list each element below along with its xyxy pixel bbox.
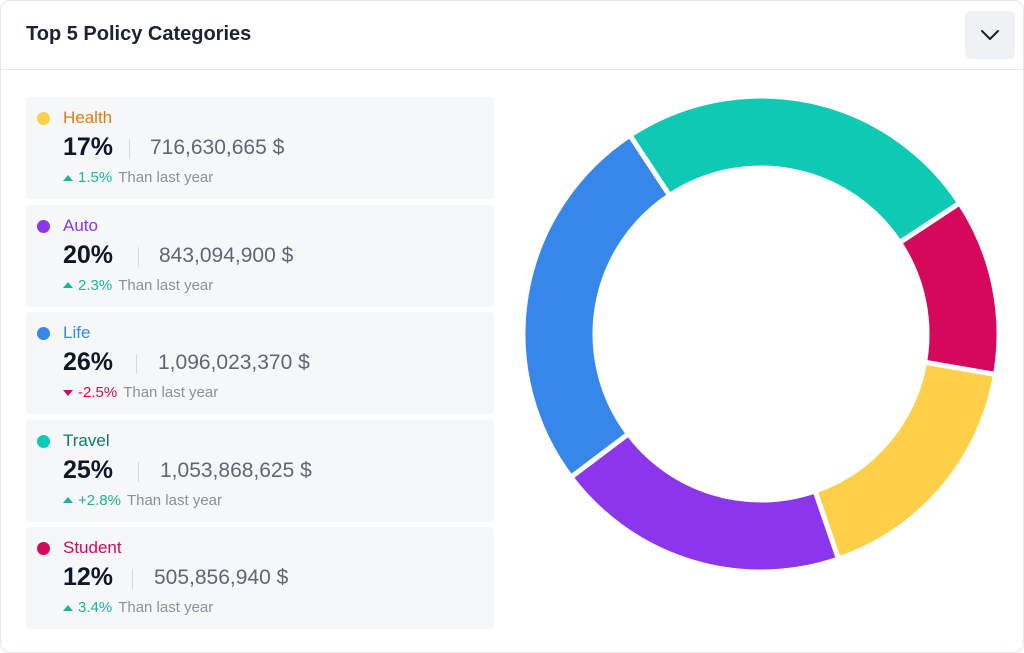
trend-delta: 3.4% bbox=[78, 599, 113, 616]
divider bbox=[136, 354, 137, 374]
trend-row: -2.5% Than last year bbox=[63, 384, 218, 401]
trend-suffix: Than last year bbox=[123, 384, 219, 401]
category-name: Health bbox=[63, 108, 113, 127]
card-title: Top 5 Policy Categories bbox=[26, 23, 252, 45]
category-amount: 1,096,023,370 $ bbox=[158, 351, 310, 374]
trend-suffix: Than last year bbox=[118, 599, 214, 616]
donut-slice-travel[interactable] bbox=[626, 93, 964, 247]
trend-delta: 2.3% bbox=[78, 276, 113, 294]
category-name: Student bbox=[63, 538, 122, 557]
trend-up-icon bbox=[63, 174, 73, 181]
category-item-auto: Auto 20% 843,094,900 $ 2.3% Than last ye… bbox=[26, 204, 494, 307]
donut-slice-life[interactable] bbox=[520, 131, 674, 481]
trend-suffix: Than last year bbox=[118, 276, 214, 294]
trend-down-icon bbox=[63, 389, 73, 396]
category-item-health: Health 17% 716,630,665 $ 1.5% Than last … bbox=[26, 97, 494, 199]
category-item-student: Student 12% 505,856,940 $ 3.4% Than last… bbox=[26, 527, 494, 629]
category-name: Travel bbox=[63, 430, 110, 450]
trend-delta: -2.5% bbox=[78, 384, 118, 401]
donut-chart bbox=[520, 93, 1002, 575]
category-name: Life bbox=[63, 323, 91, 342]
trend-up-icon bbox=[63, 497, 73, 503]
divider bbox=[138, 246, 139, 267]
trend-delta: 1.5% bbox=[78, 169, 113, 186]
trend-suffix: Than last year bbox=[126, 491, 222, 509]
trend-row: +2.8% Than last year bbox=[63, 492, 222, 509]
category-amount: 505,856,940 $ bbox=[154, 566, 289, 589]
collapse-toggle-button[interactable] bbox=[965, 11, 1015, 59]
trend-row: 1.5% Than last year bbox=[63, 169, 213, 186]
chevron-down-icon bbox=[981, 30, 999, 40]
trend-up-icon bbox=[63, 604, 73, 611]
category-amount: 716,630,665 $ bbox=[150, 136, 285, 159]
donut-slice-auto[interactable] bbox=[567, 430, 842, 575]
travel-color-dot bbox=[37, 434, 50, 448]
divider bbox=[129, 139, 130, 159]
divider bbox=[138, 461, 139, 482]
category-percent: 20% bbox=[63, 240, 114, 269]
category-percent: 12% bbox=[63, 563, 114, 591]
category-percent: 26% bbox=[63, 348, 114, 376]
category-list: Health 17% 716,630,665 $ 1.5% Than last … bbox=[26, 97, 494, 635]
trend-row: 2.3% Than last year bbox=[63, 277, 213, 294]
life-color-dot bbox=[37, 327, 50, 340]
category-percent: 17% bbox=[63, 133, 114, 161]
card-header: Top 5 Policy Categories bbox=[1, 1, 1023, 70]
divider bbox=[132, 569, 133, 589]
trend-up-icon bbox=[63, 282, 73, 288]
health-color-dot bbox=[37, 112, 50, 125]
category-name: Auto bbox=[63, 215, 98, 235]
trend-suffix: Than last year bbox=[118, 169, 214, 186]
trend-row: 3.4% Than last year bbox=[63, 599, 213, 616]
category-item-life: Life 26% 1,096,023,370 $ -2.5% Than last… bbox=[26, 312, 494, 414]
category-amount: 843,094,900 $ bbox=[159, 243, 294, 267]
trend-delta: +2.8% bbox=[78, 491, 121, 509]
auto-color-dot bbox=[37, 219, 50, 233]
category-percent: 25% bbox=[63, 455, 114, 484]
student-color-dot bbox=[37, 542, 50, 555]
donut-slice-health[interactable] bbox=[811, 359, 999, 563]
category-amount: 1,053,868,625 $ bbox=[160, 458, 312, 482]
category-item-travel: Travel 25% 1,053,868,625 $ +2.8% Than la… bbox=[26, 419, 494, 522]
